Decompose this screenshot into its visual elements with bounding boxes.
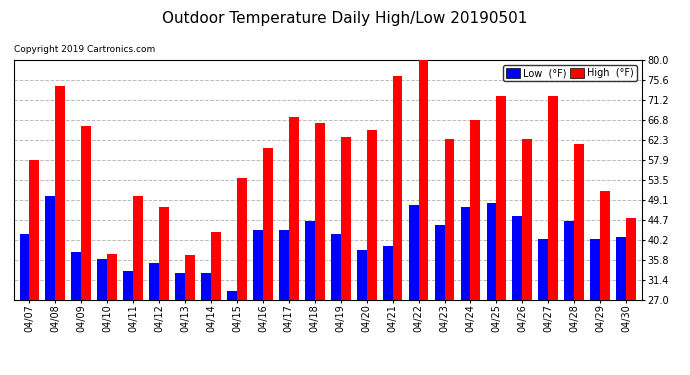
- Bar: [133, 196, 143, 300]
- Bar: [357, 250, 366, 300]
- Bar: [522, 139, 532, 300]
- Bar: [626, 219, 636, 300]
- Bar: [435, 225, 444, 300]
- Bar: [471, 120, 480, 300]
- Bar: [55, 86, 65, 300]
- Bar: [444, 139, 455, 300]
- Bar: [341, 137, 351, 300]
- Legend: Low  (°F), High  (°F): Low (°F), High (°F): [503, 65, 637, 81]
- Bar: [227, 291, 237, 300]
- Bar: [185, 255, 195, 300]
- Bar: [279, 230, 289, 300]
- Bar: [81, 126, 91, 300]
- Bar: [107, 254, 117, 300]
- Bar: [486, 202, 496, 300]
- Bar: [46, 196, 55, 300]
- Bar: [549, 96, 558, 300]
- Bar: [616, 237, 626, 300]
- Bar: [366, 130, 377, 300]
- Bar: [97, 259, 107, 300]
- Bar: [201, 273, 211, 300]
- Bar: [211, 232, 221, 300]
- Bar: [393, 76, 402, 300]
- Bar: [263, 148, 273, 300]
- Bar: [149, 263, 159, 300]
- Bar: [19, 234, 30, 300]
- Bar: [383, 246, 393, 300]
- Bar: [175, 273, 185, 300]
- Bar: [159, 207, 169, 300]
- Text: Outdoor Temperature Daily High/Low 20190501: Outdoor Temperature Daily High/Low 20190…: [162, 11, 528, 26]
- Bar: [305, 221, 315, 300]
- Text: Copyright 2019 Cartronics.com: Copyright 2019 Cartronics.com: [14, 45, 155, 54]
- Bar: [538, 239, 549, 300]
- Bar: [564, 221, 574, 300]
- Bar: [253, 230, 263, 300]
- Bar: [513, 216, 522, 300]
- Bar: [408, 205, 419, 300]
- Bar: [289, 117, 299, 300]
- Bar: [71, 252, 81, 300]
- Bar: [419, 60, 428, 300]
- Bar: [237, 178, 247, 300]
- Bar: [591, 239, 600, 300]
- Bar: [600, 191, 610, 300]
- Bar: [331, 234, 341, 300]
- Bar: [461, 207, 471, 300]
- Bar: [315, 123, 324, 300]
- Bar: [574, 144, 584, 300]
- Bar: [30, 160, 39, 300]
- Bar: [496, 96, 506, 300]
- Bar: [124, 271, 133, 300]
